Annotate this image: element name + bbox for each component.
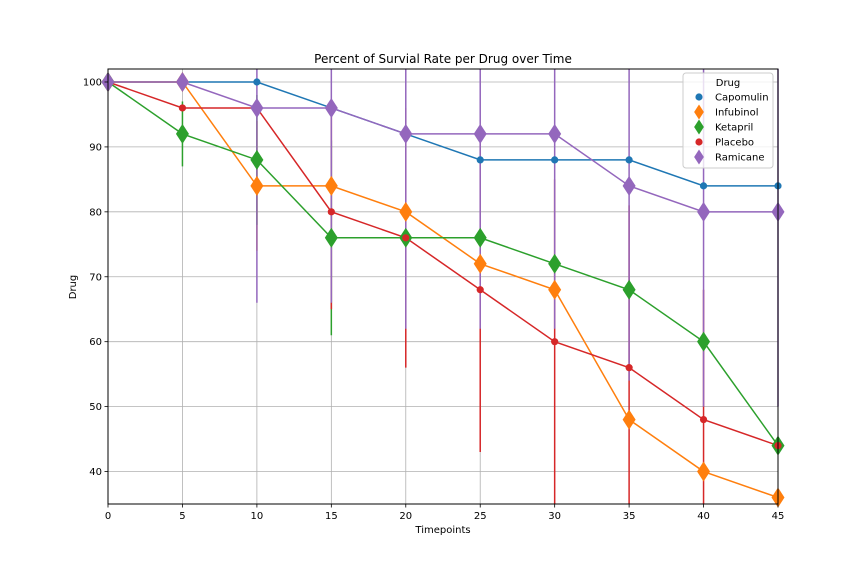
ramicane-point [548, 123, 562, 144]
legend-items: Capomulin Infubinol Ketapril Placebo Ramican… [694, 93, 769, 165]
infubinol-line [108, 81, 779, 499]
y-axis-label: Drug [68, 275, 79, 300]
ketapril-point [175, 123, 189, 144]
infubinol-point [399, 201, 413, 222]
legend-label-capomulin: Capomulin [715, 93, 769, 104]
ketapril-point [250, 149, 264, 170]
legend-box [682, 72, 774, 169]
x-tick-label: 20 [399, 511, 412, 522]
placebo-point [699, 415, 708, 424]
ketapril-point [324, 227, 338, 248]
y-tick-label: 60 [89, 337, 102, 348]
legend-marker-ramicane [694, 149, 704, 165]
placebo-point [402, 234, 410, 242]
legend-marker-infubinol [694, 104, 704, 120]
x-tick-label: 35 [623, 511, 636, 522]
capomulin-point [476, 156, 484, 164]
series-markers [101, 71, 785, 508]
legend-marker-placebo [695, 138, 703, 146]
ramicane-line [108, 81, 778, 213]
x-tick-label: 0 [105, 511, 111, 522]
y-tick-label: 80 [89, 207, 102, 218]
legend-title: Drug [716, 78, 741, 89]
x-tick-label: 5 [179, 511, 185, 522]
ketapril-point [697, 331, 711, 352]
infubinol-point [473, 253, 487, 274]
legend-label-placebo: Placebo [715, 138, 754, 149]
ramicane-point [175, 71, 189, 92]
x-tick-label: 10 [251, 511, 264, 522]
y-tick-label: 90 [89, 142, 102, 153]
ramicane-point [324, 97, 338, 118]
ketapril-point [548, 253, 562, 274]
ramicane-point [473, 123, 487, 144]
legend-label-infubinol: Infubinol [715, 108, 759, 119]
legend: Drug Capomulin Infubinol Ketapril Placebo Ra… [682, 72, 774, 169]
x-axis-label: Timepoints [414, 525, 470, 536]
ramicane-point [250, 97, 264, 118]
legend-label-ramicane: Ramicane [715, 153, 765, 164]
x-tick-label: 30 [548, 511, 561, 522]
chart-title: Percent of Survial Rate per Drug over Ti… [314, 52, 572, 66]
x-tick-label: 25 [474, 511, 487, 522]
x-axis-ticks: 0 5 10 15 20 25 30 35 40 45 [105, 504, 785, 522]
placebo-line [107, 81, 779, 447]
y-axis-ticks: 40 50 60 70 80 90 100 [83, 77, 108, 478]
x-tick-label: 45 [772, 511, 785, 522]
capomulin-point [253, 78, 261, 86]
infubinol-point [548, 279, 562, 300]
ketapril-point [622, 279, 636, 300]
y-tick-label: 100 [83, 77, 102, 88]
capomulin-point [551, 156, 559, 164]
placebo-point [178, 104, 187, 112]
y-tick-label: 50 [89, 402, 102, 413]
y-tick-label: 40 [89, 467, 102, 478]
placebo-point [551, 338, 559, 346]
ramicane-point [399, 123, 413, 144]
infubinol-point [622, 409, 636, 430]
series-lines [107, 81, 779, 499]
capomulin-line [108, 81, 778, 187]
placebo-point [625, 364, 633, 372]
capomulin-point [625, 156, 633, 164]
plot-frame [107, 68, 779, 505]
legend-marker-capomulin [695, 93, 703, 101]
capomulin-point [699, 182, 708, 190]
ramicane-point [697, 201, 711, 222]
infubinol-point [324, 175, 338, 196]
placebo-point [476, 286, 484, 294]
infubinol-point [250, 175, 264, 196]
x-tick-label: 15 [325, 511, 338, 522]
placebo-point [327, 208, 335, 216]
y-tick-label: 70 [89, 272, 102, 283]
ketapril-point [473, 227, 487, 248]
legend-marker-ketapril [694, 119, 704, 135]
infubinol-point [697, 461, 711, 482]
legend-label-ketapril: Ketapril [715, 123, 753, 134]
ramicane-point [622, 175, 636, 196]
x-tick-label: 40 [697, 511, 710, 522]
ketapril-line [107, 81, 779, 447]
